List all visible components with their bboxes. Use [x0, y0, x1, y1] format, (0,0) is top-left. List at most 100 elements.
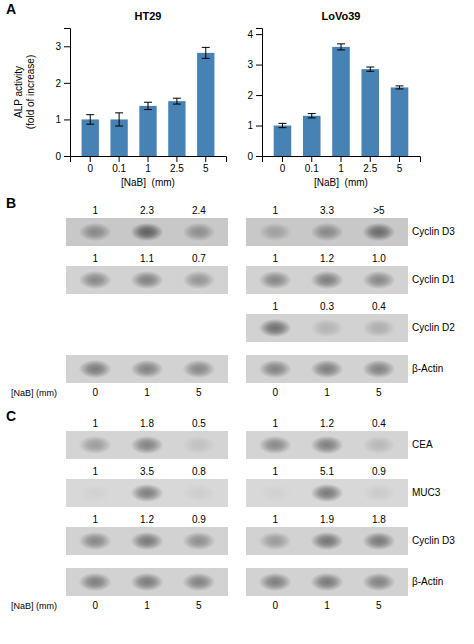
- blot-background: [66, 266, 228, 294]
- error-bar-cap: [396, 88, 404, 89]
- error-bar-cap: [173, 104, 181, 105]
- blot-band: [130, 484, 163, 502]
- row-label: β-Actin: [412, 363, 443, 374]
- x-tick-label: 0: [280, 163, 286, 174]
- x-tick-mark: [399, 156, 400, 162]
- y-tick: 0: [247, 151, 262, 162]
- bar: [82, 119, 99, 156]
- blot-band: [182, 271, 215, 289]
- blot-strip: [66, 568, 228, 596]
- blot-band: [130, 573, 163, 591]
- y-tick: 1: [55, 114, 70, 125]
- error-bar-stem: [282, 123, 283, 127]
- x-tick-mark: [119, 156, 120, 162]
- blot-band: [130, 532, 163, 550]
- axis-line: [71, 157, 227, 163]
- row-label: Cyclin D3: [412, 535, 455, 546]
- y-tick: 2: [247, 90, 262, 101]
- y-tick-label: 0: [55, 151, 61, 162]
- error-bar-cap: [308, 113, 316, 114]
- band-ratio: 5.1: [320, 466, 334, 477]
- error-bar: [144, 102, 152, 109]
- band-ratio: 1.9: [320, 514, 334, 525]
- error-bar-cap: [396, 85, 404, 86]
- error-bar-stem: [148, 102, 149, 109]
- row-label: β-Actin: [412, 576, 443, 587]
- panel-label: A: [6, 1, 16, 17]
- x-tick-label: 0.1: [305, 163, 319, 174]
- error-bar-cap: [366, 67, 374, 68]
- bar: [361, 69, 379, 156]
- error-bar: [202, 47, 210, 58]
- band-ratio: 1.1: [140, 253, 154, 264]
- error-bar-cap: [366, 71, 374, 72]
- plot-area: [274, 44, 409, 156]
- y-tick-label: 0: [247, 151, 253, 162]
- blot-column: 11.20.4CEA15.10.9MUC311.91.8Cyclin D3β-A…: [246, 418, 455, 611]
- x-tick-mark: [282, 156, 283, 162]
- x-tick: 1: [145, 156, 151, 174]
- blot-background: [66, 568, 228, 596]
- x-axis-title: [NaB] (mm): [121, 177, 175, 188]
- x-tick-mark: [148, 156, 149, 162]
- blot-band: [79, 223, 112, 241]
- x-tick-label: 0: [87, 163, 93, 174]
- blot-band: [362, 271, 395, 289]
- band-ratio: 0.7: [192, 253, 206, 264]
- blot-band: [310, 319, 343, 337]
- blot-column: 12.32.411.10.7015[NaB] (mm): [11, 205, 228, 398]
- x-tick: 5: [203, 156, 209, 174]
- blot-strip: [66, 479, 228, 507]
- error-bar: [115, 113, 123, 126]
- blot-band: [130, 271, 163, 289]
- band-ratio: 1: [272, 418, 278, 429]
- blot-band: [182, 360, 215, 378]
- row-label: Cyclin D3: [412, 226, 455, 237]
- band-ratio: 1: [92, 514, 98, 525]
- dose-title: [NaB] (mm): [11, 601, 57, 611]
- x-tick-label: 5: [397, 163, 403, 174]
- band-ratio: 0.4: [372, 418, 386, 429]
- bar: [274, 126, 292, 156]
- y-tick: 2: [55, 78, 70, 89]
- blot-band: [259, 573, 292, 591]
- y-tick: 0: [55, 151, 70, 162]
- bar: [139, 106, 156, 156]
- blot-band: [130, 436, 163, 454]
- x-tick: 0.1: [112, 156, 126, 174]
- y-axis: 01234: [247, 29, 262, 162]
- x-tick-label: 0.1: [112, 163, 126, 174]
- blot-background: [66, 218, 228, 246]
- blot-strip: [66, 355, 228, 383]
- dose-label: 1: [324, 387, 330, 398]
- y-tick-label: 3: [55, 41, 61, 52]
- error-bar: [86, 115, 94, 125]
- band-ratio: 3.5: [140, 466, 154, 477]
- blot-band: [362, 223, 395, 241]
- x-tick-label: 5: [203, 163, 209, 174]
- bar: [391, 87, 409, 156]
- error-bar: [308, 114, 316, 118]
- dose-label: 1: [144, 387, 150, 398]
- blot-background: [66, 355, 228, 383]
- error-bar-stem: [176, 98, 177, 104]
- band-ratio: 1: [272, 466, 278, 477]
- blot-band: [259, 532, 292, 550]
- dose-label: 5: [376, 387, 382, 398]
- error-bar-stem: [311, 114, 312, 118]
- dose-label: 1: [324, 600, 330, 611]
- y-tick-mark: [256, 156, 262, 157]
- blot-band: [79, 436, 112, 454]
- band-ratio: 1: [272, 301, 278, 312]
- x-tick-mark: [176, 156, 177, 162]
- blot-band: [362, 532, 395, 550]
- blot-background: [246, 527, 408, 555]
- error-bar-cap: [308, 117, 316, 118]
- blot-band: [310, 436, 343, 454]
- y-tick: 3: [55, 41, 70, 52]
- band-ratio: 1: [92, 466, 98, 477]
- error-bar-cap: [278, 127, 286, 128]
- blot-band: [362, 360, 395, 378]
- chart-title: HT29: [135, 10, 162, 22]
- x-tick: 0: [280, 156, 286, 174]
